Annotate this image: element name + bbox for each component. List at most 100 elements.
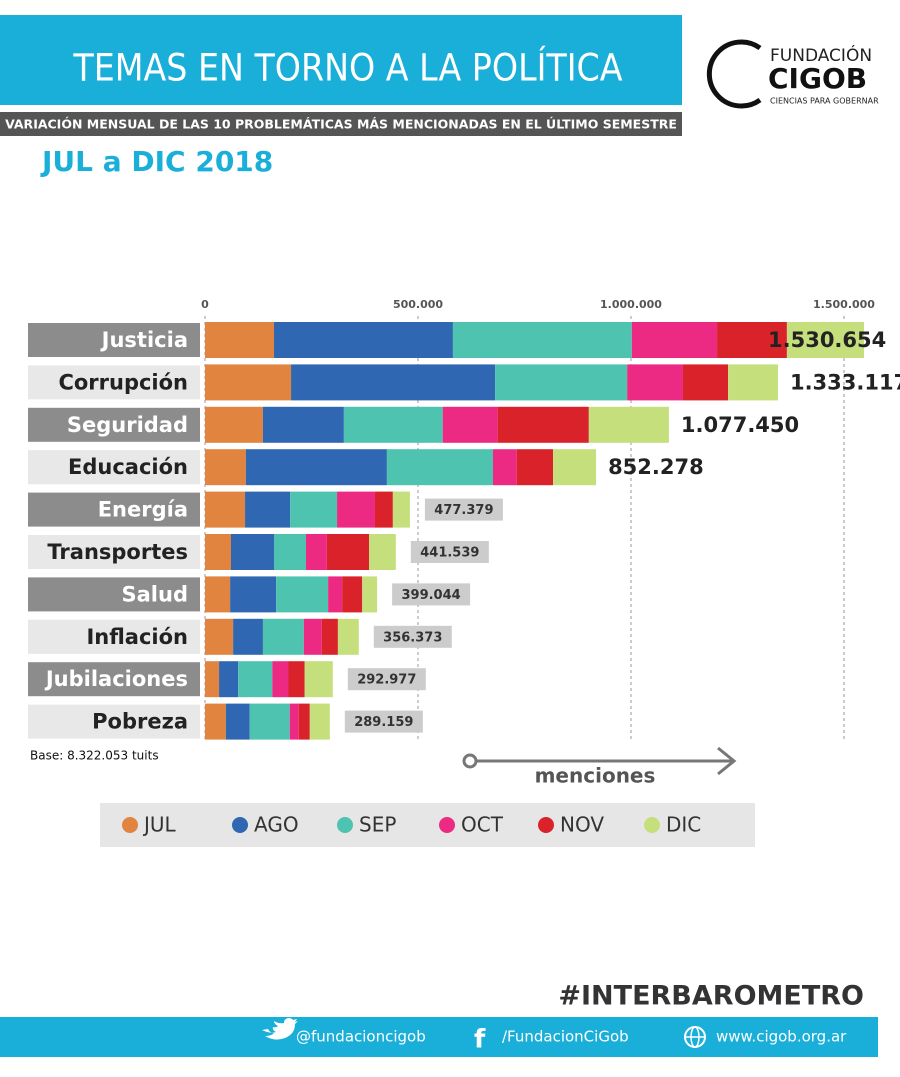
y-tick-label: Seguridad — [67, 413, 188, 437]
bar-segment — [276, 576, 329, 613]
bar-segment — [230, 534, 275, 570]
bar-segment — [369, 534, 396, 570]
bar-segment — [288, 661, 305, 698]
total-label-box — [424, 498, 503, 521]
facebook: /FundacionCiGob — [502, 1028, 629, 1046]
hashtag: #INTERBAROMETRO — [558, 981, 864, 1012]
total-label: 441.539 — [420, 546, 479, 561]
total-label-box — [344, 710, 423, 733]
bar-segment — [516, 449, 554, 486]
bar-segment — [386, 449, 493, 486]
y-tick-label: Corrupción — [58, 370, 188, 394]
category-box — [28, 704, 200, 739]
bar-segment — [728, 364, 778, 401]
category-box — [28, 577, 200, 612]
y-tick-label: Inflación — [86, 625, 188, 649]
bar-segment — [337, 618, 359, 655]
legend-swatch — [232, 817, 248, 833]
total-label: 852.278 — [608, 455, 704, 479]
total-label: 1.077.450 — [681, 413, 799, 437]
x-tick-label: 500.000 — [393, 298, 443, 311]
bar-segment — [290, 491, 338, 528]
y-tick-label: Energía — [98, 498, 188, 522]
bar-segment — [309, 703, 330, 740]
bar-segment — [495, 364, 628, 401]
bar-segment — [337, 491, 375, 528]
total-label: 477.379 — [434, 503, 493, 518]
legend-swatch — [122, 817, 138, 833]
y-tick-label: Pobreza — [92, 710, 188, 734]
bar-segment — [205, 618, 234, 655]
period: JUL a DIC 2018 — [40, 145, 273, 178]
legend-label: AGO — [254, 813, 299, 837]
bar-segment — [205, 576, 231, 613]
x-tick-label: 0 — [201, 298, 209, 311]
twitter: @fundacioncigob — [296, 1028, 426, 1046]
category-box — [28, 323, 200, 357]
bar-segment — [272, 661, 289, 698]
bar-segment — [233, 618, 263, 655]
legend-swatch — [644, 817, 660, 833]
bar-segment — [392, 491, 410, 528]
legend-label: NOV — [560, 813, 604, 837]
axis-label: menciones — [535, 764, 656, 788]
category-box — [28, 492, 200, 527]
total-label: 289.159 — [354, 715, 413, 730]
bar-segment — [305, 534, 327, 570]
total-label: 1.530.654 — [768, 328, 886, 352]
bar-segment — [245, 449, 387, 486]
bar-segment — [205, 449, 246, 486]
bar-segment — [497, 406, 589, 443]
bar-segment — [452, 322, 632, 358]
logo-name: CIGOB — [768, 62, 867, 95]
bar-segment — [298, 703, 310, 740]
total-label: 356.373 — [383, 630, 442, 645]
total-label: 1.333.117 — [790, 370, 900, 394]
note: Base: 8.322.053 tuits — [30, 749, 159, 763]
bar-segment — [291, 364, 496, 401]
bar-segment — [786, 322, 865, 358]
bar-segment — [343, 406, 443, 443]
bar-segment — [442, 406, 498, 443]
legend-swatch — [538, 817, 554, 833]
bar-segment — [249, 703, 290, 740]
footer-band — [0, 1017, 878, 1057]
bar-segment — [717, 322, 787, 358]
y-tick-label: Educación — [68, 455, 188, 479]
legend-label: DIC — [666, 813, 701, 837]
bar-segment — [205, 406, 263, 443]
facebook-icon: f — [474, 1025, 486, 1055]
bar-segment — [205, 491, 246, 528]
category-box — [28, 662, 200, 697]
subtitle-band — [0, 112, 682, 136]
y-tick-label: Justicia — [100, 328, 188, 352]
subtitle: VARIACIÓN MENSUAL DE LAS 10 PROBLEMÁTICA… — [5, 117, 677, 132]
title: TEMAS EN TORNO A LA POLÍTICA — [72, 46, 622, 90]
bar-segment — [205, 364, 292, 401]
plot: 0 500.000 1.000.000 1.500.000 Justicia 1.530.… — [28, 298, 900, 742]
legend-swatch — [337, 817, 353, 833]
bar-segment — [362, 576, 378, 613]
bar-segment — [262, 406, 344, 443]
bar-segment — [289, 703, 299, 740]
bar-segment — [219, 661, 239, 698]
bar-segment — [238, 661, 273, 698]
bar-segment — [205, 661, 220, 698]
y-tick-label: Transportes — [47, 540, 188, 564]
total-label-box — [410, 541, 489, 563]
legend-label: SEP — [359, 813, 396, 837]
total-label-box — [392, 583, 471, 606]
bar-segment — [682, 364, 729, 401]
twitter-icon — [262, 1018, 298, 1040]
x-tick-label: 1.500.000 — [813, 298, 875, 311]
header-band — [0, 15, 682, 105]
category-box — [28, 407, 200, 442]
total-label-box — [373, 625, 452, 648]
category-box — [28, 619, 200, 654]
bar-segment — [274, 534, 306, 570]
legend-swatch — [439, 817, 455, 833]
total-label-box — [347, 668, 426, 691]
category-box — [28, 535, 200, 569]
bar-segment — [631, 322, 718, 358]
